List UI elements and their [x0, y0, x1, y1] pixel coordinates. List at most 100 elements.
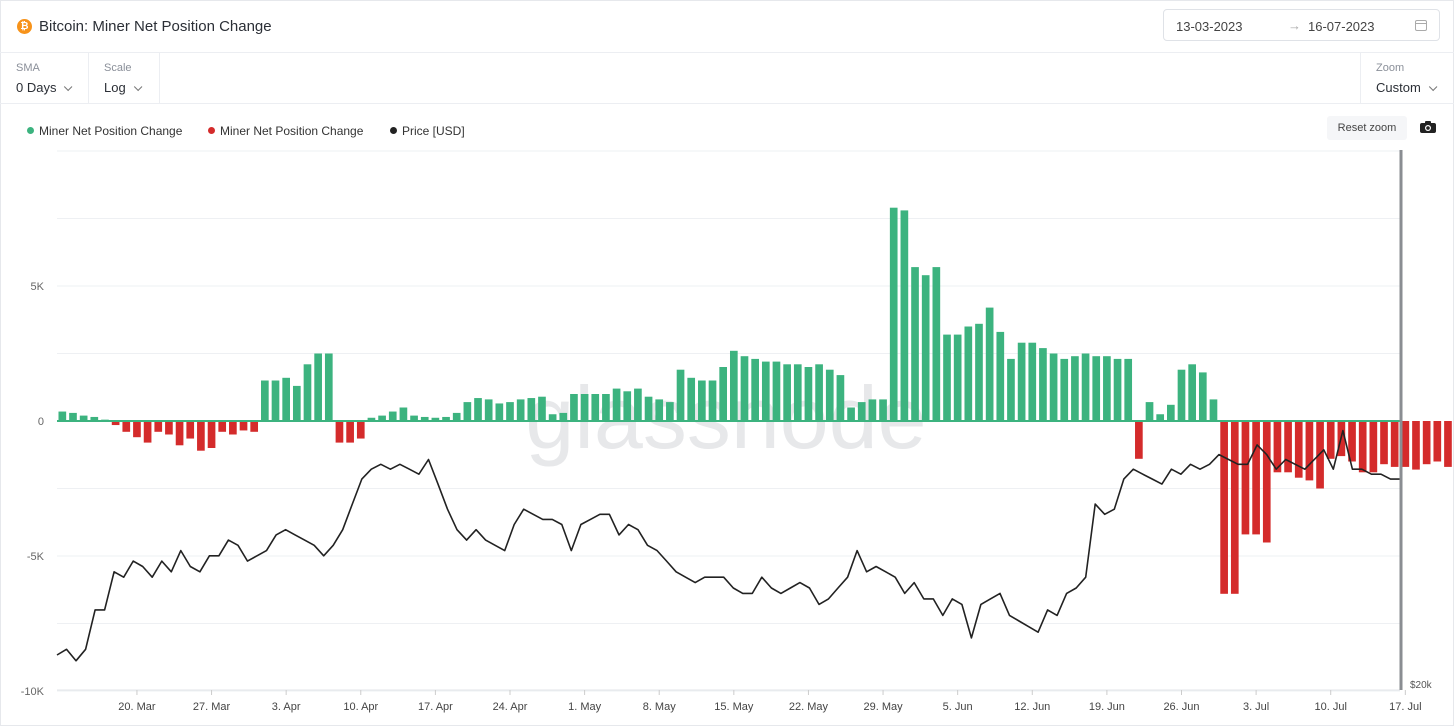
price-series-line [56, 429, 1400, 662]
bar [143, 421, 152, 443]
bar [1177, 369, 1186, 421]
bar [1060, 358, 1069, 421]
bar [1401, 421, 1410, 467]
zoom-select[interactable]: Zoom Custom [1376, 53, 1446, 103]
scale-value[interactable]: Log [104, 80, 143, 95]
bar [474, 398, 482, 421]
bar [229, 421, 237, 435]
bar [666, 402, 674, 421]
x-tick-label: 29. May [863, 701, 903, 713]
bar [346, 421, 354, 443]
camera-icon[interactable] [1420, 121, 1436, 133]
bar [90, 416, 99, 421]
bar [623, 391, 632, 421]
legend-item-negative[interactable]: Miner Net Position Change [208, 124, 363, 138]
y-tick-label: 5K [31, 281, 45, 293]
bar [815, 364, 823, 421]
legend-item-positive[interactable]: Miner Net Position Change [27, 124, 182, 138]
right-axis-label: $20k [1410, 680, 1433, 691]
bar [548, 414, 557, 421]
bar [79, 415, 88, 421]
sma-label: SMA [16, 62, 40, 74]
bar [761, 361, 770, 421]
date-from-input[interactable]: 13-03-2023 [1176, 19, 1243, 34]
bar [1092, 356, 1101, 421]
date-range-arrow-icon: → [1288, 18, 1301, 33]
bar [292, 385, 301, 421]
bar [975, 323, 983, 421]
bar [921, 275, 930, 421]
bar [580, 394, 589, 421]
bar [282, 377, 290, 421]
bar [591, 394, 600, 421]
y-tick-label: 0 [38, 416, 44, 428]
bar [186, 421, 195, 439]
bar [1273, 421, 1282, 473]
bar [410, 415, 418, 421]
legend-dot-icon [208, 127, 215, 134]
y-tick-label: -10K [21, 686, 45, 698]
bar [261, 380, 269, 421]
legend-dot-icon [390, 127, 397, 134]
scale-label: Scale [104, 62, 132, 74]
bar [1124, 358, 1133, 421]
bar [1220, 421, 1228, 594]
sma-value[interactable]: 0 Days [16, 80, 73, 95]
bar [804, 367, 813, 421]
zoom-value[interactable]: Custom [1376, 80, 1438, 95]
bar [911, 267, 919, 421]
bar [751, 358, 759, 421]
bar [122, 421, 131, 432]
x-tick-label: 8. May [643, 701, 677, 713]
bar [996, 331, 1005, 421]
bar [1028, 342, 1037, 421]
bar [1113, 358, 1122, 421]
bar [538, 396, 546, 421]
x-tick-label: 17. Apr [418, 701, 453, 713]
bar [985, 307, 994, 421]
bar [1369, 421, 1378, 473]
date-to-input[interactable]: 16-07-2023 [1308, 19, 1375, 34]
bar [932, 267, 941, 421]
date-range-picker[interactable]: 13-03-2023 → 16-07-2023 [1163, 9, 1440, 41]
bar [698, 380, 706, 421]
bar [314, 353, 322, 421]
bar [303, 364, 312, 421]
calendar-icon[interactable] [1415, 20, 1427, 31]
bar [570, 394, 578, 421]
bar [772, 361, 781, 421]
bar [197, 421, 205, 451]
x-tick-label: 3. Apr [272, 701, 301, 713]
scale-select[interactable]: Scale Log [104, 53, 154, 103]
bar [1145, 402, 1154, 421]
bar [452, 412, 461, 421]
zoom-label: Zoom [1376, 62, 1405, 74]
legend-item-price[interactable]: Price [USD] [390, 124, 465, 138]
bar [1422, 421, 1431, 465]
x-tick-label: 27. Mar [193, 701, 231, 713]
bar [889, 207, 898, 421]
bar [612, 388, 621, 421]
bar [218, 421, 227, 432]
bar [793, 364, 802, 421]
x-tick-label: 1. May [568, 701, 602, 713]
bar [356, 421, 365, 439]
bar [506, 402, 514, 421]
reset-zoom-button[interactable]: Reset zoom [1327, 116, 1407, 140]
bar [964, 326, 973, 421]
bar [1039, 348, 1047, 421]
bar [378, 415, 386, 421]
bar [868, 399, 877, 421]
bar [676, 369, 685, 421]
bar [644, 396, 653, 421]
sma-select[interactable]: SMA 0 Days [16, 53, 86, 103]
bar [495, 403, 504, 421]
bar [1007, 358, 1015, 421]
bar [836, 375, 845, 421]
bar [484, 399, 493, 421]
bar [1135, 421, 1143, 459]
bar [527, 398, 536, 421]
bar [69, 412, 77, 421]
bar [1017, 342, 1026, 421]
